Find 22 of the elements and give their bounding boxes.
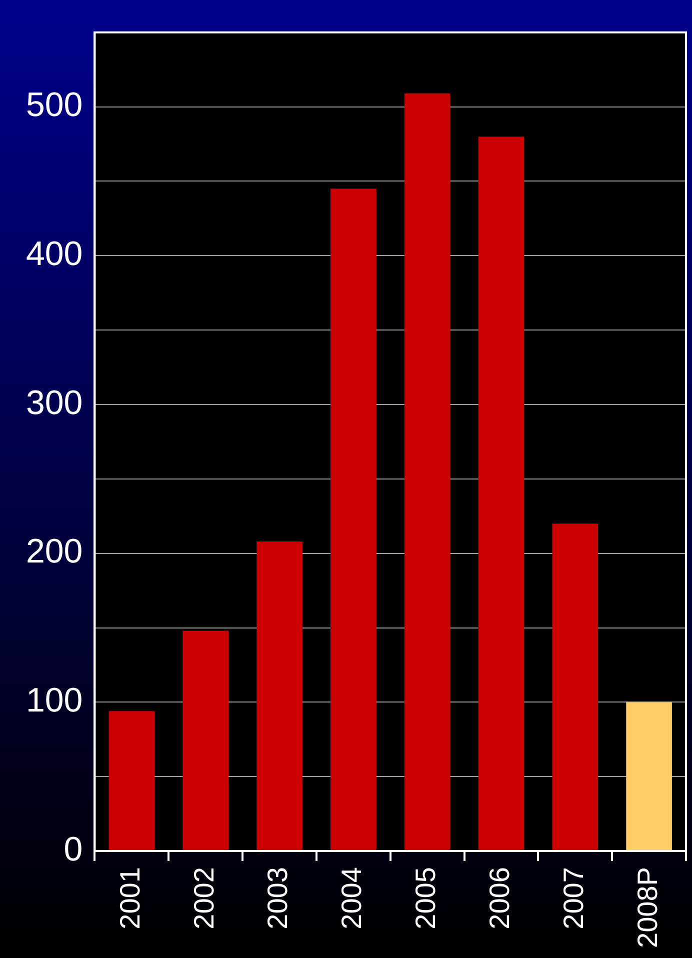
y-tick-label: 100 <box>26 682 83 720</box>
bar <box>552 524 598 851</box>
y-tick-label: 0 <box>64 830 83 868</box>
bar <box>478 136 524 851</box>
x-tick-label: 2004 <box>336 867 368 930</box>
bar <box>404 93 450 851</box>
bar <box>256 541 302 851</box>
bar <box>330 188 376 851</box>
y-tick-label: 400 <box>26 235 83 274</box>
bar <box>182 630 229 851</box>
x-tick-label: 2003 <box>262 867 294 930</box>
y-tick-label: 200 <box>26 532 83 571</box>
x-tick-label: 2007 <box>558 867 589 930</box>
x-tick-label: 2002 <box>188 867 220 930</box>
bar <box>108 711 155 851</box>
x-tick-label: 2005 <box>410 867 442 930</box>
bar <box>626 702 672 851</box>
x-tick-label: 2006 <box>484 867 515 930</box>
x-tick-label: 2001 <box>114 867 146 930</box>
y-tick-label: 500 <box>26 86 83 124</box>
y-tick-label: 300 <box>26 384 83 422</box>
x-tick-label: 2008P <box>632 867 663 948</box>
